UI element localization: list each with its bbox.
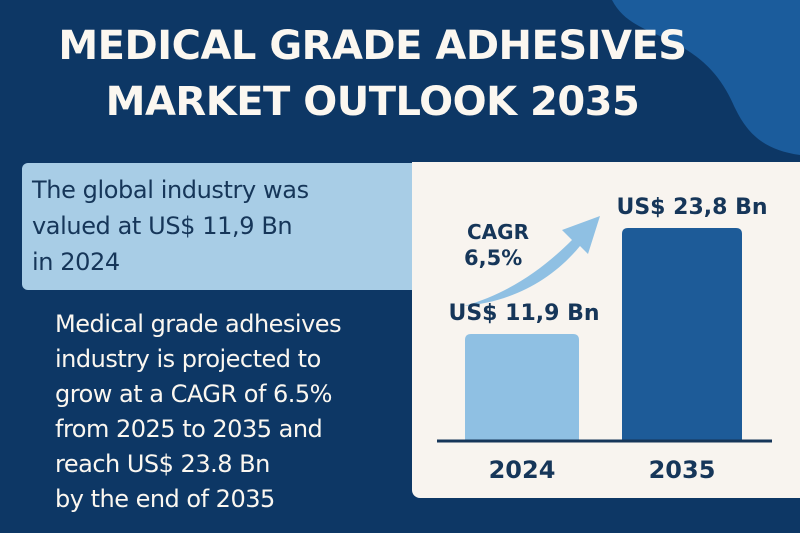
trend-arrow-up-icon [464,216,600,306]
bar-2035 [622,228,742,440]
valuation-callout-box [22,163,417,290]
callout-line: valued at US$ 11,9 Bn [32,212,293,240]
page-title: MEDICAL GRADE ADHESIVES MARKET OUTLOOK 2… [0,18,745,130]
summary-line: from 2025 to 2035 and [55,415,323,443]
value-label-2024: US$ 11,9 Bn [448,301,599,326]
bar-chart: US$ 11,9 Bn 2024 US$ 23,8 Bn 2035 CAGR 6,5% [437,195,772,484]
title-line-2: MARKET OUTLOOK 2035 [105,79,640,125]
summary-line: by the end of 2035 [55,485,275,513]
category-label-2024: 2024 [489,456,556,484]
bar-2024 [465,334,579,440]
summary-line: industry is projected to [55,345,321,373]
value-label-2035: US$ 23,8 Bn [616,195,767,220]
cagr-value: 6,5% [464,246,522,270]
summary-line: reach US$ 23.8 Bn [55,450,270,478]
title-line-1: MEDICAL GRADE ADHESIVES [58,23,687,69]
cagr-label: CAGR [467,220,529,244]
projection-summary: Medical grade adhesives industry is proj… [55,307,342,517]
summary-line: Medical grade adhesives [55,310,342,338]
callout-line: The global industry was [32,176,309,204]
category-label-2035: 2035 [649,456,716,484]
summary-line: grow at a CAGR of 6.5% [55,380,333,408]
valuation-callout-text: The global industry was valued at US$ 11… [32,172,309,280]
callout-line: in 2024 [32,248,120,276]
